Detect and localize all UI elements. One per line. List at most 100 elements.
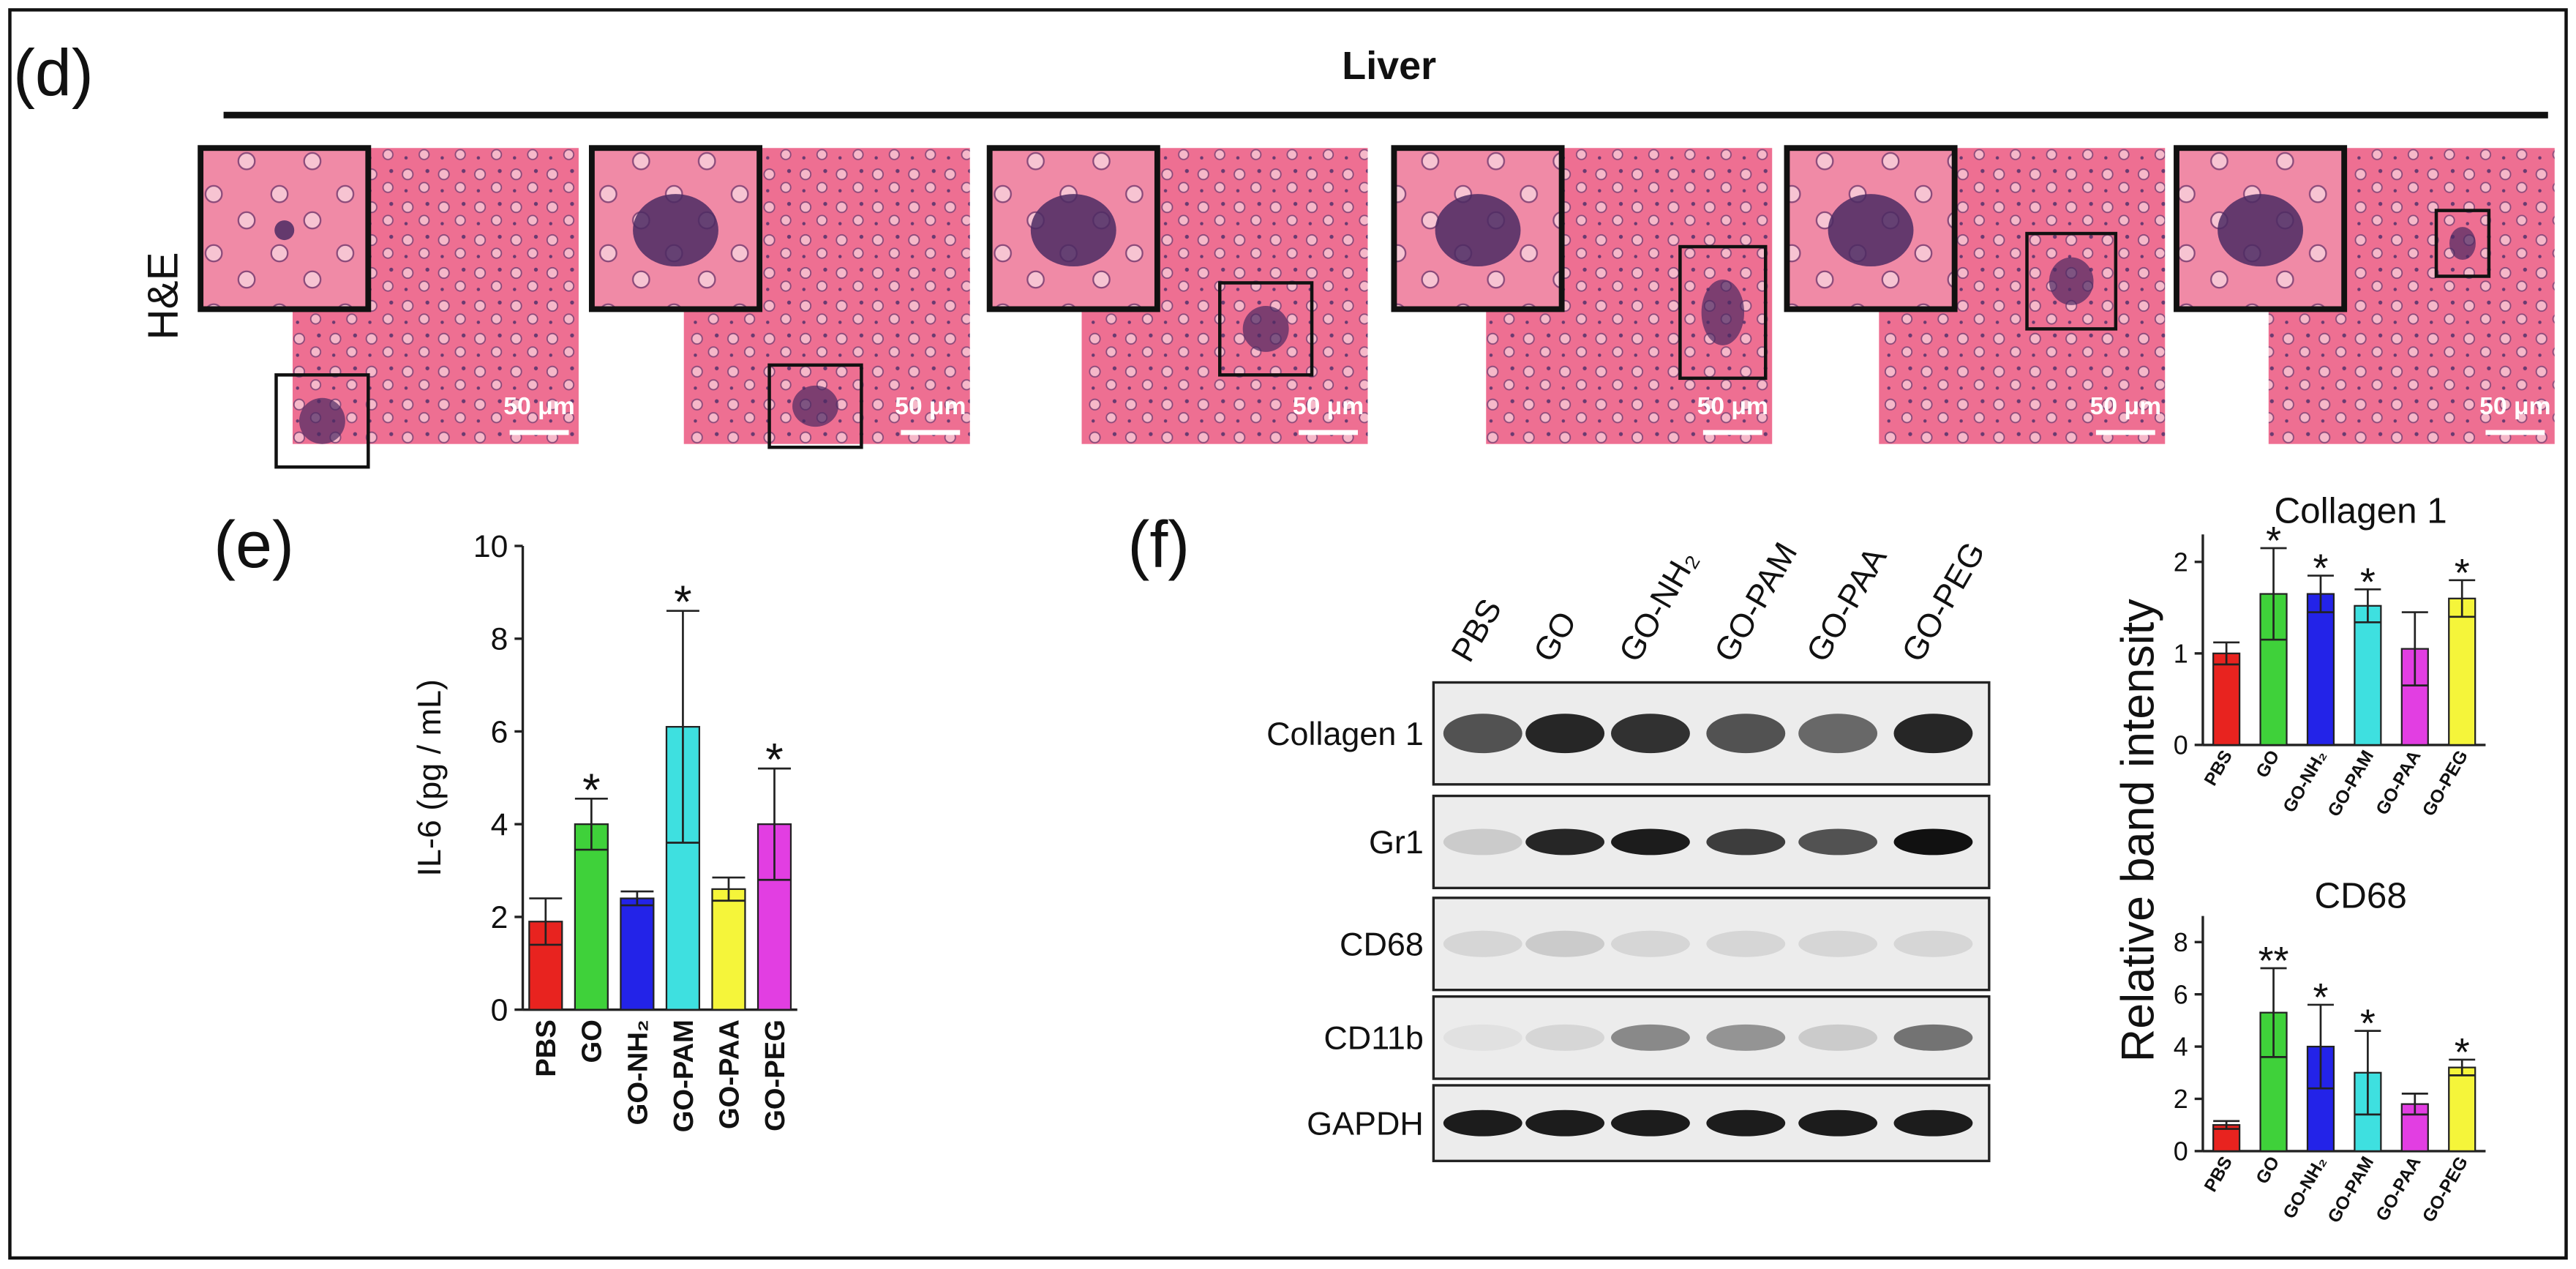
blot-band — [1706, 930, 1786, 957]
blot-band — [1893, 1024, 1973, 1051]
cluster — [2449, 227, 2476, 261]
blot-band — [1798, 1109, 1878, 1137]
x-tick-label: GO-PEG — [2419, 747, 2472, 820]
x-tick-label: GO-PAM — [668, 1019, 699, 1132]
blot-band — [1443, 930, 1522, 957]
blot-row-label: Collagen 1 — [1266, 715, 1424, 752]
chart-title: Collagen 1 — [2274, 491, 2447, 531]
x-tick-label: GO-NH₂ — [622, 1019, 653, 1125]
chart-title: CD68 — [2314, 875, 2406, 916]
lane-label: GO-NH₂ — [1611, 544, 1705, 668]
significance-marker: * — [2360, 560, 2376, 604]
error-bar — [666, 610, 699, 844]
error-bar — [574, 797, 608, 851]
blot-band — [1706, 828, 1786, 856]
blot-row — [1432, 995, 1991, 1080]
lane-label: GO — [1526, 605, 1584, 668]
error-bar — [620, 890, 654, 907]
stain-label: H&E — [140, 252, 187, 340]
x-tick-label: GO-PEG — [2419, 1153, 2472, 1226]
y-tick-label: 0 — [2174, 730, 2188, 760]
significance-marker: * — [2266, 519, 2281, 563]
error-bar — [2307, 1003, 2334, 1090]
significance-marker: ** — [2258, 939, 2289, 983]
x-tick-label: GO — [2253, 1153, 2284, 1188]
error-bar — [2354, 588, 2381, 624]
cluster — [298, 397, 345, 444]
blot-row-label: GAPDH — [1307, 1104, 1424, 1142]
bar — [2448, 597, 2477, 746]
blot-band — [1611, 1109, 1690, 1137]
y-tick-label: 1 — [2174, 638, 2188, 668]
x-tick-label: GO-NH₂ — [2280, 1153, 2331, 1222]
zoom-box — [1218, 281, 1314, 377]
panel-label: (f) — [1127, 509, 1190, 582]
blot-band — [1443, 828, 1522, 856]
blot-band — [1525, 930, 1605, 957]
blot-band — [1611, 714, 1690, 754]
x-tick-label: GO-PEG — [759, 1019, 791, 1131]
significance-marker: * — [2455, 1030, 2470, 1074]
bar — [574, 823, 609, 1011]
zoom-box — [2025, 231, 2118, 331]
x-tick-label: PBS — [530, 1019, 562, 1077]
y-tick-label: 10 — [473, 529, 508, 564]
error-bar — [2354, 1030, 2381, 1116]
blot-band — [1611, 930, 1690, 957]
blot-row-label: CD68 — [1340, 925, 1424, 962]
error-bar — [2449, 1058, 2476, 1077]
bar — [2448, 1066, 2477, 1153]
blot-band — [1525, 1024, 1605, 1051]
error-bar — [2307, 574, 2334, 613]
y-tick-label: 8 — [2174, 927, 2188, 957]
panel-label: (d) — [13, 37, 94, 110]
figure-border — [8, 8, 2568, 1260]
blot-band — [1798, 714, 1878, 754]
error-bar — [2213, 641, 2240, 666]
panel-title: Liver — [1342, 44, 1436, 88]
significance-marker: * — [2313, 976, 2328, 1019]
x-tick-label: GO-PAA — [713, 1019, 745, 1129]
cluster — [1701, 279, 1745, 345]
panel-label: (e) — [214, 509, 294, 582]
significance-marker: * — [2360, 1002, 2376, 1046]
blot-band — [1798, 930, 1878, 957]
y-tick-label: 6 — [491, 714, 508, 749]
x-tick-label: PBS — [2201, 1153, 2237, 1195]
scale-bar-label: 50 μm — [895, 392, 966, 420]
error-bar — [2401, 1092, 2428, 1116]
blot-band — [1525, 714, 1605, 754]
x-tick-label: GO-NH₂ — [2280, 747, 2331, 816]
y-tick-label: 4 — [491, 807, 508, 842]
y-tick-label: 2 — [491, 900, 508, 935]
blot-band — [1706, 1024, 1786, 1051]
inset-cluster — [1435, 194, 1521, 267]
bar — [620, 897, 655, 1011]
inset-cluster — [1828, 194, 1914, 267]
zoom-box — [2434, 209, 2491, 278]
x-tick-label: GO-PAA — [2373, 747, 2425, 819]
bar — [2354, 604, 2382, 746]
significance-marker: * — [765, 735, 783, 786]
scale-bar-label: 50 μm — [2090, 392, 2161, 420]
blot-band — [1443, 1024, 1522, 1051]
error-bar — [2213, 1120, 2240, 1130]
significance-marker: * — [674, 577, 691, 628]
y-tick-label: 6 — [2174, 979, 2188, 1009]
y-tick-label: 0 — [491, 993, 508, 1028]
y-tick-label: 4 — [2174, 1032, 2188, 1062]
y-tick-label: 0 — [2174, 1136, 2188, 1166]
lane-label: GO-PAA — [1799, 541, 1894, 668]
error-bar — [529, 897, 563, 946]
lane-label: GO-PAM — [1707, 536, 1805, 667]
error-bar — [2260, 967, 2287, 1058]
blot-band — [1798, 1024, 1878, 1051]
y-axis-label: IL-6 (pg / mL) — [410, 679, 448, 877]
blot-band — [1893, 828, 1973, 856]
lane-label: GO-PEG — [1894, 536, 1992, 668]
zoom-box — [274, 373, 370, 469]
scale-bar-label: 50 μm — [2479, 392, 2550, 420]
cluster — [1242, 305, 1289, 352]
